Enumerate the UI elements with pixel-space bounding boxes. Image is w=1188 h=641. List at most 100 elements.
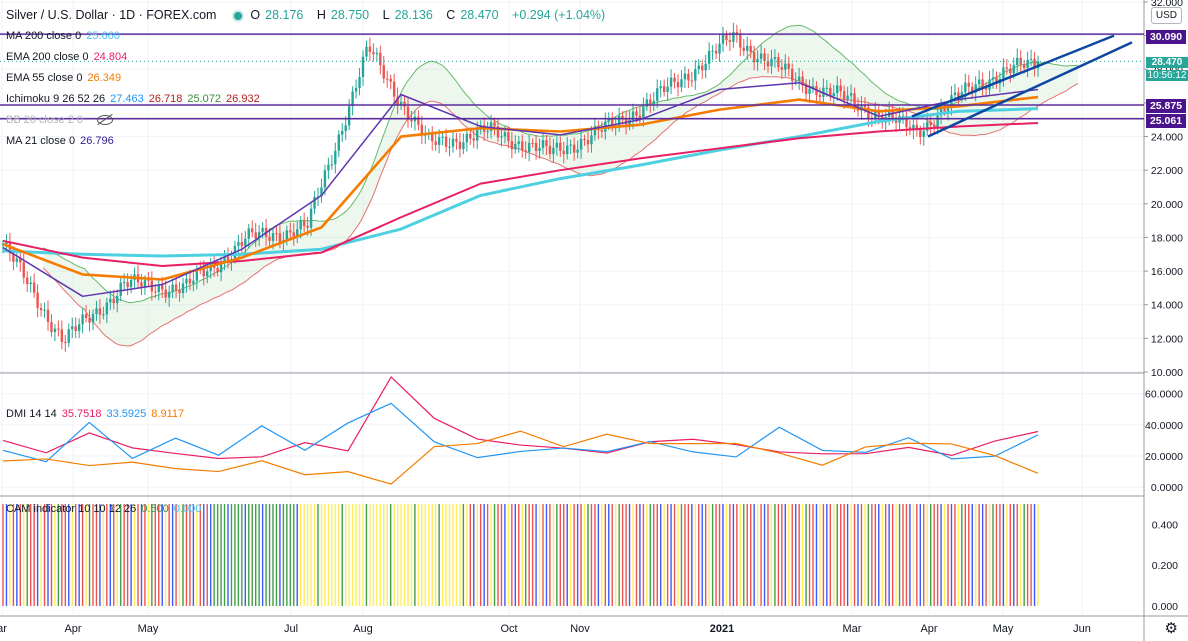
legend-value: 26.349 xyxy=(87,72,122,84)
cam-bar xyxy=(594,504,596,606)
cam-bar xyxy=(431,504,433,606)
ma-line xyxy=(2,122,1039,268)
candle-body xyxy=(680,79,683,88)
cam-bar xyxy=(296,504,298,606)
candle-body xyxy=(971,86,974,93)
cam-bar xyxy=(209,504,212,606)
candle-body xyxy=(178,290,181,294)
candle-body xyxy=(877,111,880,116)
candle-body xyxy=(891,110,894,118)
candle-body xyxy=(5,242,8,245)
cam-bar xyxy=(92,504,94,606)
candle-body xyxy=(154,291,157,293)
candle-body xyxy=(919,129,922,137)
cam-bar xyxy=(898,504,901,606)
candle-body xyxy=(289,230,292,233)
cam-bar xyxy=(850,504,852,606)
candle-body xyxy=(496,126,500,138)
x-tick-label: 2021 xyxy=(710,623,734,635)
cam-bar xyxy=(618,504,620,606)
hidden-eye-icon[interactable] xyxy=(97,115,114,126)
cam-bar xyxy=(171,504,174,606)
cam-bar xyxy=(794,504,797,606)
cam-bar xyxy=(12,504,15,606)
candle-body xyxy=(278,233,282,243)
cam-bar xyxy=(320,504,323,606)
legend-value: 0.500 xyxy=(141,503,169,515)
cam-bar xyxy=(961,504,963,606)
candle-body xyxy=(1002,67,1005,79)
cam-bar xyxy=(164,504,167,606)
cam-bar xyxy=(428,504,430,606)
y-tick-label: 10.000 xyxy=(1151,367,1183,379)
candle-body xyxy=(81,314,84,325)
candle-body xyxy=(195,269,199,281)
candle-body xyxy=(829,87,832,97)
legend-item[interactable]: EMA 55 close 0 26.349 xyxy=(6,71,126,85)
candle-body xyxy=(206,271,209,277)
cam-bar xyxy=(801,504,804,606)
cam-bar xyxy=(1002,504,1005,606)
cam-bar xyxy=(372,504,375,606)
cam-bar xyxy=(597,504,600,606)
candle-body xyxy=(503,132,507,137)
candle-body xyxy=(562,150,565,155)
cam-bar xyxy=(566,504,568,606)
currency-badge[interactable]: USD xyxy=(1150,7,1182,24)
candle-body xyxy=(611,118,614,127)
cam-bar xyxy=(154,504,157,606)
candle-body xyxy=(500,136,503,138)
cam-bar xyxy=(701,504,703,606)
ma-line xyxy=(2,95,1039,281)
legend-item[interactable]: MA 200 close 0 25.660 xyxy=(6,29,125,43)
candle-body xyxy=(91,314,95,323)
cam-bar xyxy=(241,504,243,606)
cam-bar xyxy=(549,504,551,606)
cam-bar xyxy=(601,504,603,606)
cam-bar xyxy=(126,504,129,606)
cam-bars xyxy=(2,504,1039,606)
cam-bar xyxy=(2,504,4,606)
x-tick-label: Apr xyxy=(64,623,81,635)
legend-item[interactable]: BB 20 close 2 0 xyxy=(6,113,118,127)
candle-body xyxy=(739,34,742,48)
cam-bar xyxy=(29,504,32,606)
cam-bar xyxy=(770,504,773,606)
cam-bar xyxy=(5,504,8,606)
candle-body xyxy=(71,326,74,330)
symbol-title[interactable]: Silver / U.S. Dollar · 1D · FOREX.com xyxy=(6,8,217,22)
y-tick-label: 20.000 xyxy=(1151,199,1183,211)
candle-body xyxy=(718,43,721,54)
candle-body xyxy=(697,65,700,70)
cam-bar xyxy=(905,504,908,606)
cam-bar xyxy=(743,504,745,606)
legend-item[interactable]: MA 21 close 0 26.796 xyxy=(6,134,119,148)
candle-body xyxy=(766,60,770,67)
cam-bar xyxy=(531,504,534,606)
legend-item[interactable]: Ichimoku 9 26 52 26 27.463 26.718 25.072 26.… xyxy=(6,92,265,106)
candle-body xyxy=(995,77,998,84)
cam-bar xyxy=(144,504,146,606)
cam-bar xyxy=(857,504,859,606)
cam-bar xyxy=(178,504,181,606)
cam-bar xyxy=(310,504,312,606)
cam-bar xyxy=(279,504,281,606)
cam-bar xyxy=(974,504,977,606)
cam-bar xyxy=(293,504,295,606)
cam-bar xyxy=(556,504,558,606)
cam-bar xyxy=(393,504,395,606)
cam-bar xyxy=(545,504,548,606)
cam-bar xyxy=(590,504,593,606)
candle-body xyxy=(95,308,98,315)
cam-bar xyxy=(414,504,416,606)
legend-item[interactable]: EMA 200 close 0 24.804 xyxy=(6,50,132,64)
candle-body xyxy=(991,77,995,80)
cam-bar xyxy=(694,504,697,606)
cam-bar xyxy=(514,504,517,606)
gear-icon[interactable]: ⚙ xyxy=(1164,620,1178,637)
candle-body xyxy=(600,130,604,132)
candle-body xyxy=(19,258,22,263)
candle-body xyxy=(489,122,493,132)
cam-bar xyxy=(884,504,887,606)
channel-lower-line xyxy=(927,41,1133,138)
